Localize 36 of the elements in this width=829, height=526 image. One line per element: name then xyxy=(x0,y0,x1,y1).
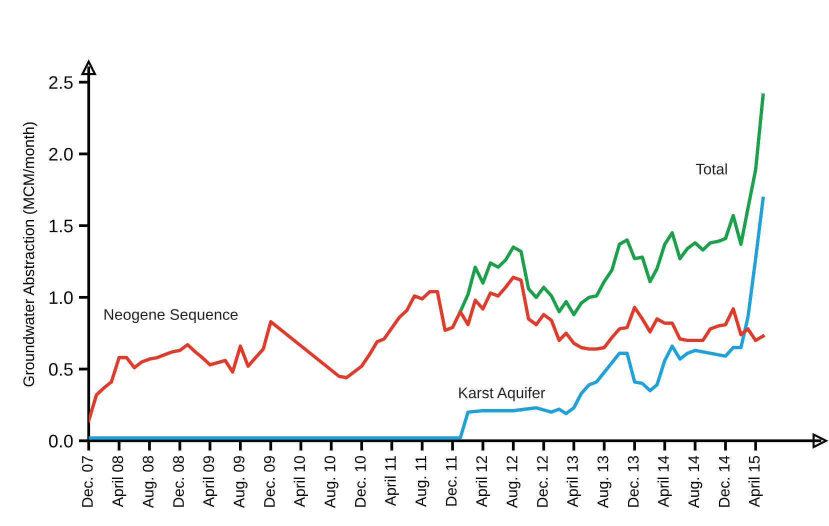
x-tick-label: April 14 xyxy=(658,456,672,508)
x-tick-label: Aug. 10 xyxy=(324,456,338,508)
x-tick-label: Dec. 07 xyxy=(82,456,93,507)
y-tick-label: 2.5 xyxy=(49,76,73,89)
x-tick-label: April 08 xyxy=(112,456,126,508)
x-tick-label: Aug. 12 xyxy=(506,456,520,508)
x-tick-label: Aug. 13 xyxy=(597,456,612,508)
y-tick-label: 2.0 xyxy=(49,148,73,161)
x-tick-label: April 15 xyxy=(748,456,763,508)
x-tick-label: April 10 xyxy=(294,456,308,508)
y-axis-title: Groundwater Abstraction (MCM/month) xyxy=(22,122,38,386)
x-tick-label: Aug. 08 xyxy=(142,456,157,508)
x-tick-label: April 12 xyxy=(476,456,490,508)
x-tick-label: April 11 xyxy=(384,456,399,506)
y-tick-label: 1.5 xyxy=(50,220,73,232)
x-tick-label: Dec. 12 xyxy=(536,456,548,507)
line-series xyxy=(458,93,765,316)
series-label: Neogene Sequence xyxy=(104,309,238,323)
x-tick-label: Aug. 14 xyxy=(688,456,702,508)
x-tick-label: April 13 xyxy=(566,456,581,508)
series-label: Total xyxy=(696,163,727,175)
x-tick-label: Dec. 10 xyxy=(354,456,366,507)
x-tick-label: Aug. 11 xyxy=(416,456,430,507)
x-tick-label: Aug. 09 xyxy=(234,456,248,508)
line-series xyxy=(88,196,765,440)
line-series xyxy=(88,276,765,422)
series-label: Karst Aquifer xyxy=(459,387,546,402)
x-tick-label: April 09 xyxy=(202,456,218,508)
x-tick-label: Dec. 08 xyxy=(173,456,184,507)
x-tick-label: Dec. 09 xyxy=(264,456,275,507)
y-tick-label: 1.0 xyxy=(50,291,73,304)
x-tick-label: Dec. 14 xyxy=(718,456,730,507)
x-tick-label: Dec. 13 xyxy=(628,456,639,507)
y-tick-label: 0.0 xyxy=(49,434,73,448)
y-tick-label: 0.5 xyxy=(49,363,73,376)
x-tick-label: Dec. 11 xyxy=(446,456,457,506)
